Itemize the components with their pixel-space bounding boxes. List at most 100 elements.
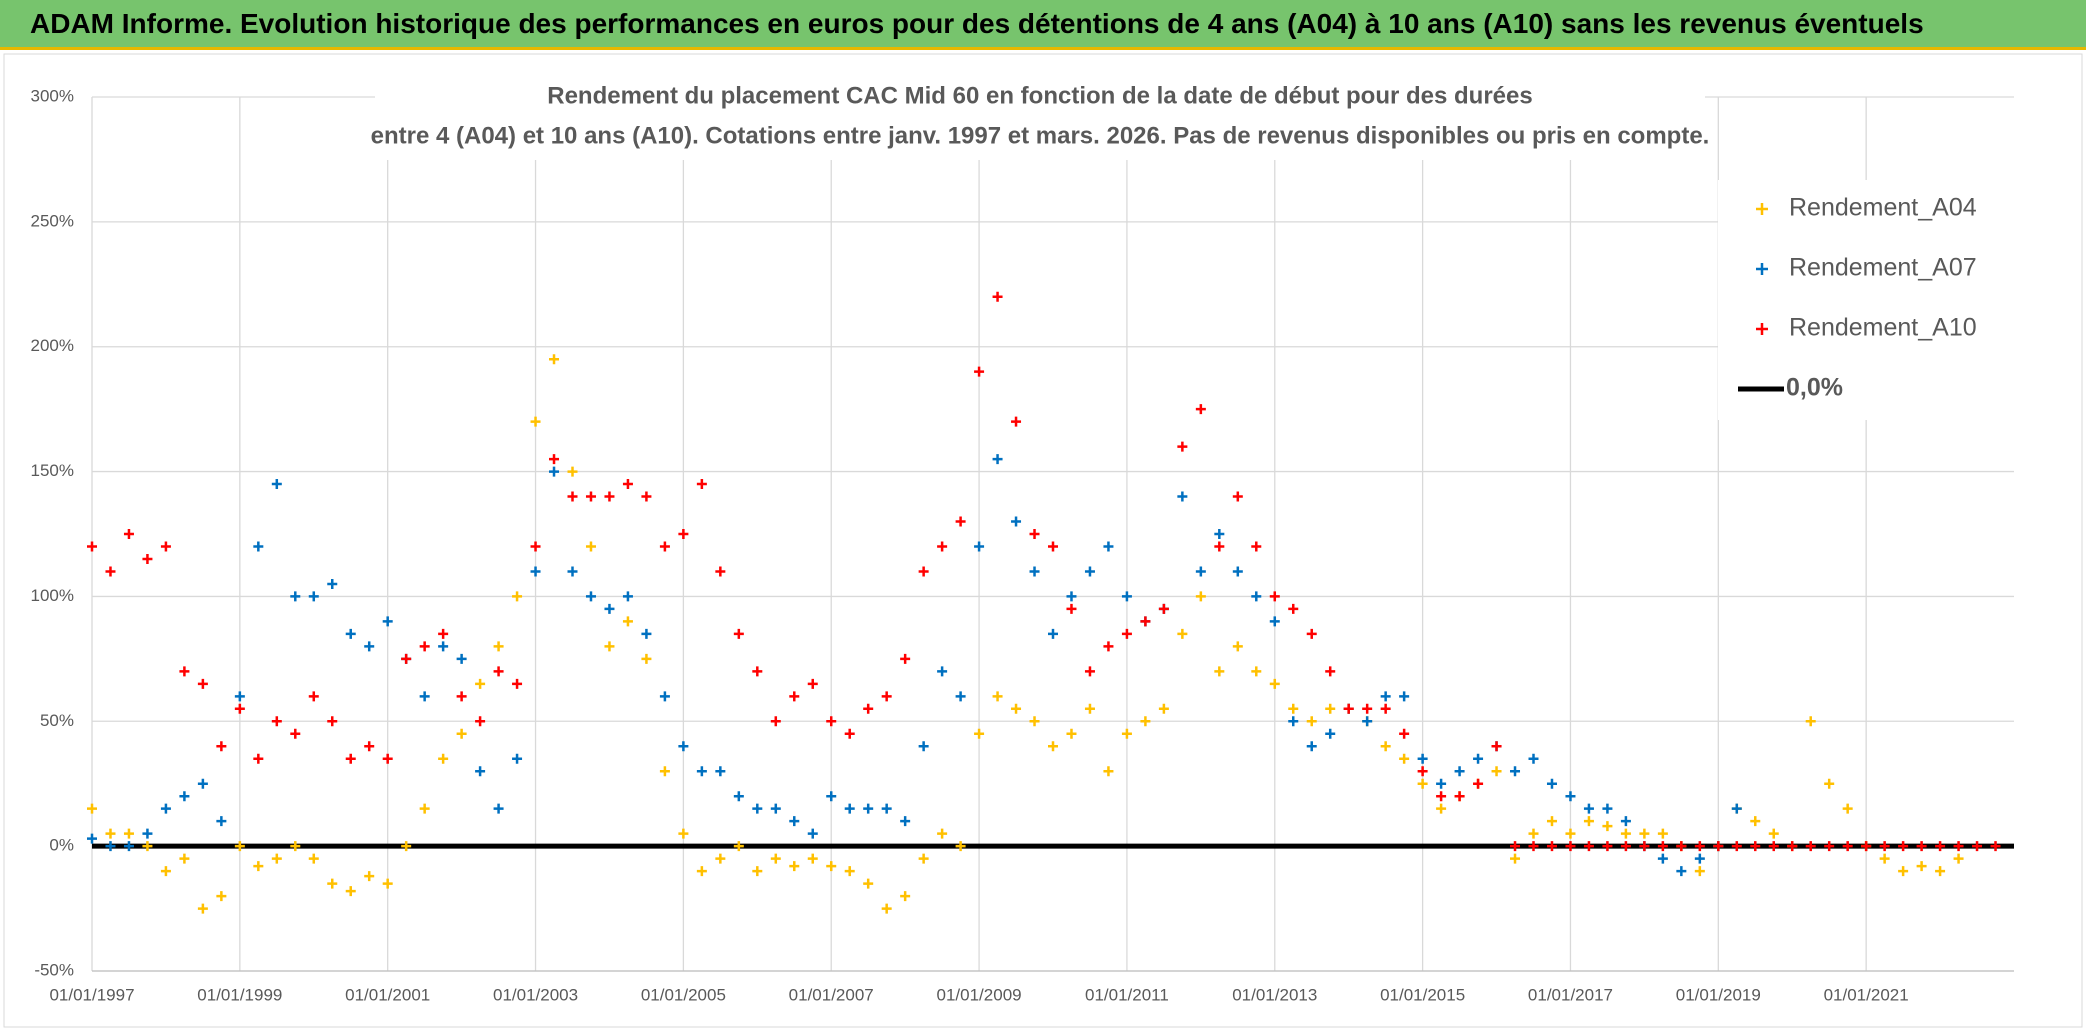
y-tick-label: -50% — [34, 960, 74, 979]
point — [1676, 841, 1687, 852]
point — [345, 886, 356, 897]
y-tick-label: 50% — [40, 711, 74, 730]
point — [364, 871, 375, 882]
point — [789, 861, 800, 872]
point — [216, 741, 227, 752]
point — [179, 666, 190, 677]
point — [1140, 616, 1151, 627]
point — [863, 703, 874, 714]
point — [1177, 441, 1188, 452]
point — [1121, 728, 1132, 739]
point — [1436, 803, 1447, 814]
point — [900, 816, 911, 827]
point — [271, 853, 282, 864]
point — [1436, 778, 1447, 789]
point — [1048, 628, 1058, 639]
point — [1084, 703, 1095, 714]
point — [826, 791, 837, 802]
point — [1842, 841, 1853, 852]
point — [197, 678, 208, 689]
point — [1768, 828, 1779, 839]
point — [641, 628, 652, 639]
point — [1399, 753, 1410, 764]
point — [1011, 416, 1022, 427]
point — [327, 716, 338, 727]
point — [308, 853, 319, 864]
point — [1417, 766, 1428, 777]
point — [1048, 741, 1058, 752]
subtitle-background — [375, 76, 1705, 160]
point — [1731, 803, 1742, 814]
point — [752, 666, 763, 677]
point — [345, 753, 356, 764]
x-tick-label: 01/01/2011 — [1085, 985, 1169, 1004]
point — [1510, 766, 1521, 777]
point — [844, 728, 855, 739]
point — [530, 541, 541, 552]
point — [160, 866, 171, 877]
point — [493, 641, 504, 652]
point — [937, 541, 948, 552]
point — [549, 466, 560, 477]
point — [1565, 828, 1576, 839]
point — [1546, 778, 1557, 789]
point — [1491, 741, 1502, 752]
point — [1473, 753, 1484, 764]
point — [641, 653, 652, 664]
point — [1620, 828, 1631, 839]
point — [1454, 766, 1465, 777]
legend-label: Rendement_A07 — [1789, 254, 1977, 282]
point — [733, 841, 744, 852]
x-tick-label: 01/01/2021 — [1824, 985, 1909, 1004]
point — [382, 616, 393, 627]
point — [1620, 816, 1631, 827]
point — [1824, 778, 1835, 789]
point — [659, 541, 670, 552]
point — [1288, 603, 1299, 614]
point — [475, 716, 486, 727]
point — [1362, 716, 1373, 727]
point — [622, 616, 633, 627]
point — [955, 691, 966, 702]
point — [863, 878, 874, 889]
point — [456, 691, 467, 702]
point — [179, 791, 190, 802]
point — [678, 828, 689, 839]
point — [87, 833, 97, 844]
point — [419, 641, 430, 652]
point — [1140, 716, 1151, 727]
point — [826, 861, 837, 872]
point — [530, 566, 541, 577]
point — [622, 479, 633, 490]
point — [493, 666, 504, 677]
point — [234, 691, 245, 702]
point — [1288, 703, 1299, 714]
point — [1546, 816, 1557, 827]
point — [1473, 778, 1484, 789]
point — [1306, 716, 1317, 727]
point — [1657, 853, 1668, 864]
point — [216, 816, 227, 827]
point — [1029, 566, 1040, 577]
point — [1325, 728, 1336, 739]
point — [696, 866, 707, 877]
point — [1879, 841, 1890, 852]
point — [1657, 841, 1668, 852]
point — [789, 691, 800, 702]
point — [1177, 491, 1188, 502]
point — [1676, 866, 1687, 877]
point — [1417, 778, 1428, 789]
point — [918, 741, 929, 752]
point — [1103, 541, 1114, 552]
point — [530, 416, 541, 427]
point — [1103, 641, 1114, 652]
point — [1158, 603, 1169, 614]
point — [512, 678, 523, 689]
point — [1380, 741, 1391, 752]
x-tick-label: 01/01/2005 — [641, 985, 726, 1004]
legend-swatch — [1756, 323, 1768, 335]
point — [752, 803, 763, 814]
point — [382, 753, 393, 764]
banner: ADAM Informe. Evolution historique des p… — [0, 0, 2086, 50]
